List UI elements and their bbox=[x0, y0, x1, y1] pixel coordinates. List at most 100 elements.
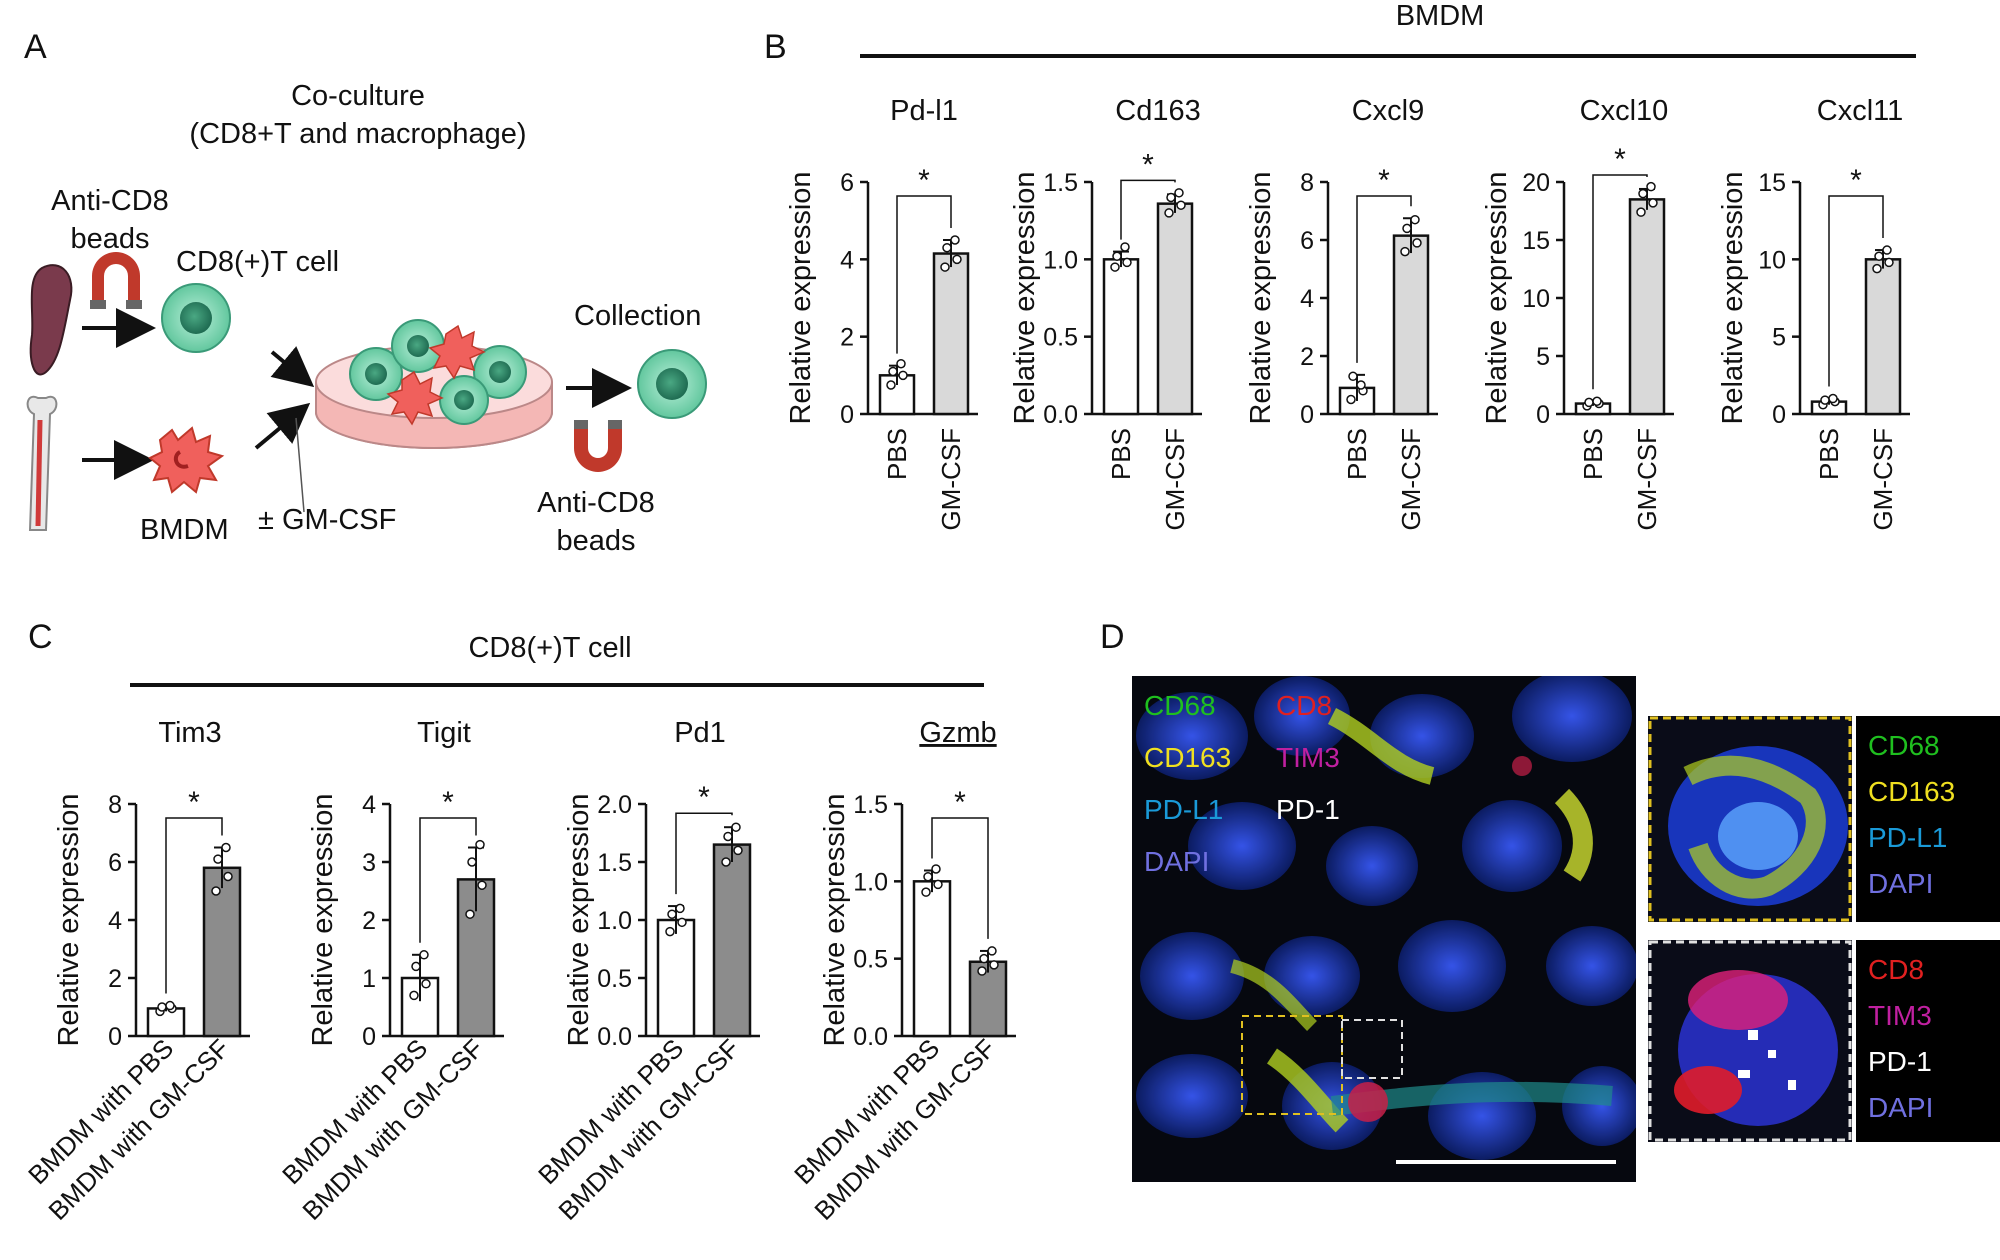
chart-1-point bbox=[1110, 262, 1120, 272]
panel-b-group-title: BMDM bbox=[1395, 0, 1485, 32]
chart-4-point bbox=[1884, 257, 1894, 268]
chart-2-point bbox=[1402, 223, 1412, 234]
chart-3-bar-1 bbox=[1628, 198, 1666, 416]
chart-1-bar-0 bbox=[1102, 258, 1140, 416]
chart-1-tick-label: 1.5 bbox=[1043, 169, 1078, 197]
chart-5-point bbox=[213, 854, 223, 864]
chart-3-point bbox=[1638, 188, 1648, 199]
chart-7-point bbox=[721, 857, 731, 867]
chart-7-bar-0 bbox=[656, 918, 696, 1038]
coculture-subtitle: (CD8+T and macrophage) bbox=[189, 118, 527, 150]
chart-4-significance-bracket bbox=[1828, 195, 1884, 387]
channel-label-cd163: CD163 bbox=[1144, 742, 1232, 773]
chart-7-ylabel: Relative expression bbox=[563, 793, 595, 1046]
legend-bottom-dapi: DAPI bbox=[1868, 1092, 1934, 1123]
chart-0-point bbox=[886, 380, 896, 390]
legend-bottom-cd8: CD8 bbox=[1868, 954, 1925, 985]
chart-2-significance-star: * bbox=[1378, 164, 1390, 197]
chart-2-bar-1 bbox=[1392, 234, 1430, 416]
collection-label: Collection bbox=[574, 300, 702, 332]
chart-8-tick-label: 1.5 bbox=[853, 791, 888, 819]
chart-4-point bbox=[1872, 263, 1882, 274]
chart-3-point bbox=[1592, 396, 1602, 406]
chart-3-point bbox=[1648, 198, 1658, 208]
chart-2-tick-label: 0 bbox=[1300, 401, 1314, 429]
chart-1-tick-label: 0.5 bbox=[1043, 324, 1078, 352]
chart-7-tick-label: 1.5 bbox=[597, 849, 632, 877]
legend-bottom-tim3: TIM3 bbox=[1868, 1000, 1932, 1031]
chart-6-point bbox=[409, 990, 419, 1001]
chart-0-point bbox=[942, 242, 952, 253]
chart-1-title: Cd163 bbox=[1115, 95, 1200, 127]
chart-2-significance-bracket bbox=[1356, 195, 1412, 363]
chart-8-point bbox=[931, 864, 941, 874]
chart-4-significance-star: * bbox=[1850, 164, 1862, 197]
chart-2-point bbox=[1412, 238, 1422, 248]
chart-4-tick-label: 15 bbox=[1758, 169, 1786, 197]
chart-0-bar-1 bbox=[932, 252, 970, 416]
chart-4-tick-label: 0 bbox=[1772, 401, 1786, 429]
chart-7-tick-label: 1.0 bbox=[597, 907, 632, 935]
chart-6-significance-star: * bbox=[442, 786, 454, 819]
chart-0-category-label-0: PBS bbox=[882, 428, 912, 480]
panel-letter-a: A bbox=[24, 28, 47, 66]
chart-2-point bbox=[1400, 246, 1410, 257]
chart-2-tick-label: 2 bbox=[1300, 343, 1314, 371]
chart-6-point bbox=[467, 857, 477, 867]
chart-3-significance-star: * bbox=[1614, 143, 1626, 176]
chart-3-tick-label: 10 bbox=[1522, 285, 1550, 313]
chart-1-bar-1 bbox=[1156, 202, 1194, 416]
channel-label-cd68: CD68 bbox=[1144, 690, 1216, 721]
chart-1-point bbox=[1166, 192, 1176, 203]
chart-2-tick-label: 6 bbox=[1300, 227, 1314, 255]
chart-6-tick-label: 3 bbox=[362, 849, 376, 877]
chart-5-tick-label: 4 bbox=[108, 907, 122, 935]
chart-7-tick-label: 0.5 bbox=[597, 965, 632, 993]
chart-0-point bbox=[888, 366, 898, 377]
chart-5-significance-star: * bbox=[188, 786, 200, 819]
chart-7-title: Pd1 bbox=[674, 717, 726, 749]
chart-0-tick-label: 4 bbox=[840, 246, 854, 274]
panel-letter-d: D bbox=[1100, 618, 1125, 656]
spleen-icon bbox=[29, 264, 73, 376]
chart-7-point bbox=[665, 926, 675, 937]
chart-2-point bbox=[1356, 380, 1366, 390]
chart-5-point bbox=[165, 1000, 175, 1011]
chart-5-title: Tim3 bbox=[158, 717, 221, 749]
chart-3-title: Cxcl10 bbox=[1580, 95, 1669, 127]
chart-8-tick-label: 1.0 bbox=[853, 868, 888, 896]
chart-6-tick-label: 1 bbox=[362, 965, 376, 993]
chart-4-tick-label: 10 bbox=[1758, 246, 1786, 274]
chart-6-point bbox=[421, 979, 431, 989]
chart-8-point bbox=[987, 946, 997, 956]
chart-5-point bbox=[157, 1002, 167, 1012]
chart-1-point bbox=[1122, 257, 1132, 268]
chart-3-point bbox=[1584, 397, 1594, 408]
chart-5-ylabel: Relative expression bbox=[53, 793, 85, 1046]
coculture-title: Co-culture bbox=[291, 80, 425, 112]
chart-0-tick-label: 6 bbox=[840, 169, 854, 197]
chart-8-bar-0 bbox=[912, 880, 952, 1038]
chart-8-significance-star: * bbox=[954, 786, 966, 819]
microscopy-channel-labels: CD68 CD8 CD163 TIM3 PD-L1 PD-1 DAPI bbox=[1144, 690, 1444, 890]
chart-7-tick-label: 0.0 bbox=[597, 1023, 632, 1051]
chart-3-point bbox=[1636, 207, 1646, 217]
chart-1-point bbox=[1176, 200, 1186, 210]
legend-top-cd163: CD163 bbox=[1868, 776, 1956, 807]
chart-2-category-label-1: GM-CSF bbox=[1396, 428, 1426, 531]
chart-5-bar-0 bbox=[146, 1007, 186, 1038]
chart-0-tick-label: 0 bbox=[840, 401, 854, 429]
chart-0-point bbox=[952, 254, 962, 265]
chart-1-significance-bracket bbox=[1120, 179, 1176, 240]
anti-cd8-beads-bottom-label: Anti-CD8 beads bbox=[537, 487, 655, 557]
legend-bottom: CD8 TIM3 PD-1 DAPI bbox=[1856, 940, 2000, 1142]
chart-2-point bbox=[1346, 394, 1356, 405]
chart-0-point bbox=[896, 358, 906, 369]
chart-2-tick-label: 4 bbox=[1300, 285, 1314, 313]
chart-1-category-label-0: PBS bbox=[1106, 428, 1136, 480]
chart-8-ylabel: Relative expression bbox=[819, 793, 851, 1046]
chart-5-tick-label: 6 bbox=[108, 849, 122, 877]
chart-8-tick-label: 0.5 bbox=[853, 946, 888, 974]
chart-1-ylabel: Relative expression bbox=[1009, 171, 1041, 424]
chart-7-point bbox=[667, 909, 677, 919]
